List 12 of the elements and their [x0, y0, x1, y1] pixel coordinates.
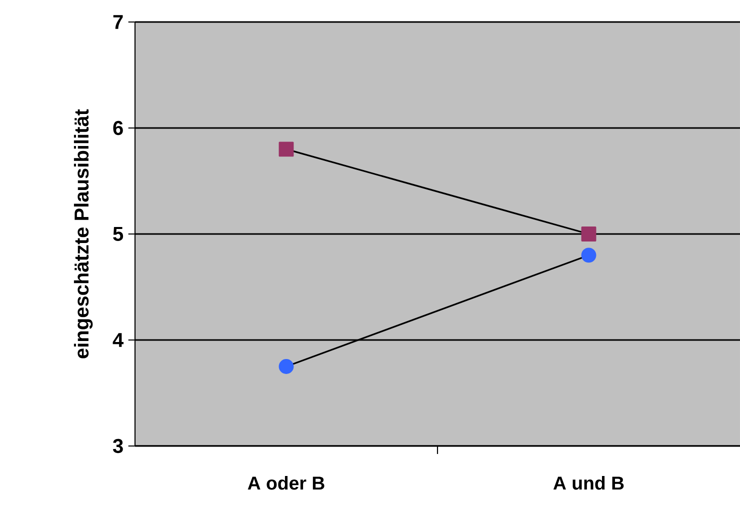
y-tick-label: 3 — [112, 438, 123, 454]
point — [278, 359, 294, 374]
y-tick-label: 5 — [113, 227, 124, 241]
y-axis-title: eingeschätzte Plausibilität — [74, 109, 93, 358]
x-tick-label: A und B — [553, 476, 624, 490]
y-tick-label: 7 — [113, 15, 123, 29]
point — [581, 226, 596, 242]
point — [581, 248, 596, 263]
point — [278, 142, 294, 157]
y-tick-label: 4 — [112, 333, 124, 347]
y-tick-label: 6 — [113, 120, 123, 136]
x-tick-label: A oder B — [248, 476, 324, 490]
